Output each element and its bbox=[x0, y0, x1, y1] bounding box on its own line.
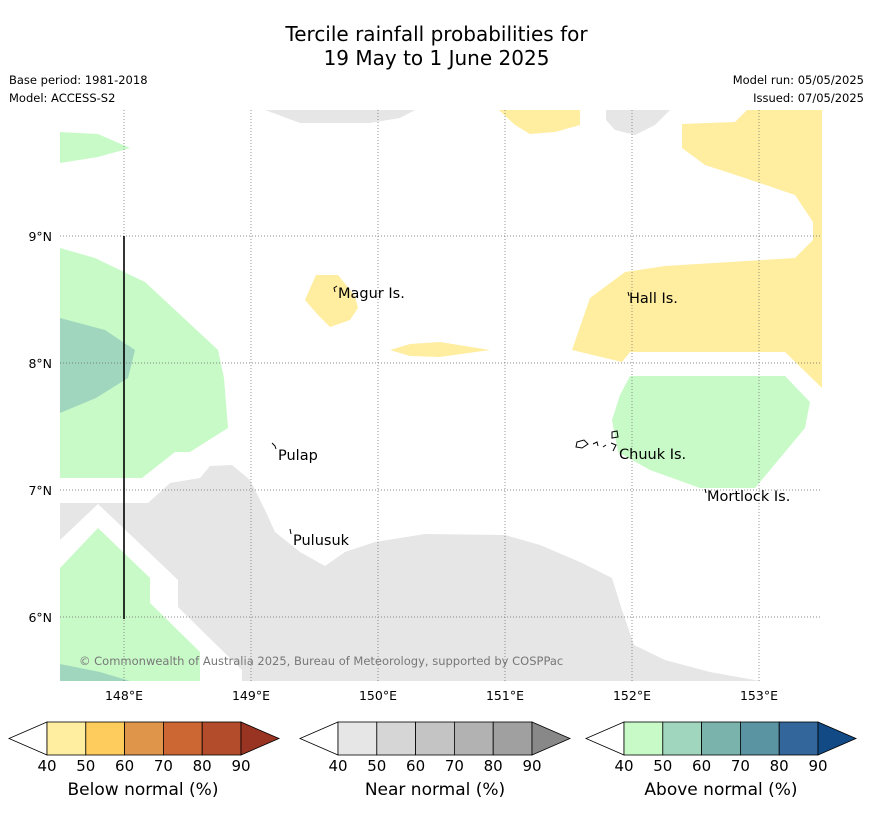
colorbar-near-segment bbox=[492, 721, 533, 756]
place-label-pulusuk: Pulusuk bbox=[293, 533, 350, 549]
above-normal-region-east bbox=[612, 376, 810, 488]
place-label-chuuk: Chuuk Is. bbox=[619, 447, 686, 463]
place-label-mortlock: Mortlock Is. bbox=[707, 489, 790, 505]
colorbar-below-segment bbox=[85, 721, 126, 756]
meta-left: Base period: 1981-2018 Model: ACCESS-S2 bbox=[9, 71, 148, 107]
colorbar-above-segment bbox=[623, 721, 664, 756]
place-label-hall: Hall Is. bbox=[629, 291, 678, 307]
chuuk-island-mark-5 bbox=[610, 442, 617, 452]
pulusuk-island-mark bbox=[289, 528, 292, 535]
colorbar-above-tick: 90 bbox=[808, 757, 827, 775]
colorbar-below: 40 50 60 70 80 90 bbox=[7, 721, 281, 775]
near-normal-region-top bbox=[265, 110, 415, 123]
lon-tick-149: 149°E bbox=[232, 688, 270, 703]
below-normal-region-magur bbox=[305, 275, 358, 327]
base-period-text: Base period: 1981-2018 bbox=[9, 73, 148, 87]
hall-island-mark bbox=[627, 291, 630, 297]
lon-tick-151: 151°E bbox=[486, 688, 524, 703]
lat-tick-9: 9°N bbox=[28, 229, 52, 244]
colorbar-near-high-extend bbox=[531, 721, 572, 756]
meta-right: Model run: 05/05/2025 Issued: 07/05/2025 bbox=[733, 71, 864, 107]
legends: 40 50 60 70 80 90 40 50 60 70 80 90 40 50 60 70 80 90 bbox=[7, 721, 858, 775]
lat-tick-6: 6°N bbox=[28, 610, 52, 625]
colorbar-above-segment bbox=[778, 721, 819, 756]
above-normal-region-northwest bbox=[60, 132, 130, 163]
colorbar-below-segment bbox=[46, 721, 87, 756]
model-run-text: Model run: 05/05/2025 bbox=[732, 73, 864, 87]
colorbar-near: 40 50 60 70 80 90 bbox=[298, 721, 572, 775]
colorbar-above-tick: 80 bbox=[770, 757, 789, 775]
lat-axis: 9°N 8°N 7°N 6°N bbox=[28, 229, 52, 625]
colorbar-near-segment bbox=[415, 721, 455, 756]
lon-tick-153: 153°E bbox=[740, 688, 778, 703]
colorbar-above-tick: 70 bbox=[731, 757, 750, 775]
lon-tick-150: 150°E bbox=[359, 688, 397, 703]
map-title: Tercile rainfall probabilities for 19 Ma… bbox=[0, 22, 873, 70]
colorbar-above-segment bbox=[740, 721, 780, 756]
colorbar-below-tick: 90 bbox=[231, 757, 250, 775]
legend-title-below: Below normal (%) bbox=[67, 780, 219, 800]
below-normal-region-central bbox=[390, 342, 490, 357]
colorbar-near-segment bbox=[376, 721, 416, 756]
above-normal-region-southwest-dark bbox=[60, 664, 130, 681]
colorbar-below-segment bbox=[124, 721, 164, 756]
colorbar-above: 40 50 60 70 80 90 bbox=[584, 721, 858, 775]
colorbar-above-tick: 60 bbox=[692, 757, 711, 775]
title-line-2: 19 May to 1 June 2025 bbox=[323, 46, 550, 70]
lat-tick-8: 8°N bbox=[28, 356, 52, 371]
model-text: Model: ACCESS-S2 bbox=[9, 91, 116, 105]
below-normal-region-north bbox=[499, 110, 580, 134]
copyright-text: © Commonwealth of Australia 2025, Bureau… bbox=[79, 654, 563, 668]
above-normal-region-west-dark bbox=[60, 318, 135, 413]
lon-tick-152: 152°E bbox=[613, 688, 651, 703]
colorbar-below-tick: 40 bbox=[37, 757, 56, 775]
near-normal-region-south bbox=[60, 465, 760, 681]
colorbar-above-segment bbox=[662, 721, 702, 756]
colorbar-below-tick: 70 bbox=[154, 757, 173, 775]
issued-text: Issued: 07/05/2025 bbox=[753, 91, 864, 105]
colorbar-near-tick: 90 bbox=[522, 757, 541, 775]
colorbar-near-tick: 50 bbox=[367, 757, 386, 775]
mortlock-island-mark bbox=[704, 488, 707, 494]
chuuk-island-mark-3 bbox=[602, 444, 607, 448]
island-marks bbox=[271, 285, 707, 535]
above-normal-region-southwest bbox=[60, 528, 200, 681]
legend-title-above: Above normal (%) bbox=[644, 780, 798, 800]
colorbar-below-tick: 50 bbox=[76, 757, 95, 775]
legend-title-near: Near normal (%) bbox=[364, 780, 506, 800]
below-normal-region-northeast bbox=[572, 110, 822, 388]
place-label-pulap: Pulap bbox=[278, 448, 318, 464]
place-label-magur: Magur Is. bbox=[338, 286, 405, 302]
colorbar-above-low-extend bbox=[584, 721, 625, 756]
colorbar-below-low-extend bbox=[7, 721, 48, 756]
lon-axis: 148°E 149°E 150°E 151°E 152°E 153°E bbox=[105, 688, 778, 703]
colorbar-above-tick: 40 bbox=[614, 757, 633, 775]
lon-tick-148: 148°E bbox=[105, 688, 143, 703]
colorbar-below-segment bbox=[162, 721, 203, 756]
lat-tick-7: 7°N bbox=[28, 483, 52, 498]
chuuk-island-mark-4 bbox=[611, 430, 619, 439]
colorbar-above-tick: 50 bbox=[653, 757, 672, 775]
colorbar-near-segment bbox=[337, 721, 378, 756]
colorbar-below-segment bbox=[201, 721, 242, 756]
colorbar-above-high-extend bbox=[817, 721, 858, 756]
colorbar-below-tick: 80 bbox=[193, 757, 212, 775]
chuuk-island-mark-1 bbox=[575, 439, 589, 449]
map-area: Magur Is. Hall Is. Pulap Chuuk Is. Pulus… bbox=[60, 110, 822, 681]
pulap-island-mark bbox=[271, 442, 277, 450]
colorbar-near-tick: 60 bbox=[406, 757, 425, 775]
colorbar-above-segment bbox=[701, 721, 741, 756]
colorbar-below-tick: 60 bbox=[115, 757, 134, 775]
colorbar-below-high-extend bbox=[240, 721, 281, 756]
title-line-1: Tercile rainfall probabilities for bbox=[285, 22, 588, 46]
colorbar-near-low-extend bbox=[298, 721, 339, 756]
colorbar-near-tick: 40 bbox=[328, 757, 347, 775]
colorbar-near-segment bbox=[453, 721, 494, 756]
colorbar-near-tick: 70 bbox=[445, 757, 464, 775]
colorbar-near-tick: 80 bbox=[484, 757, 503, 775]
chuuk-island-mark-2 bbox=[592, 441, 599, 447]
magur-island-mark bbox=[333, 285, 338, 293]
near-normal-region-top-right bbox=[606, 110, 670, 135]
